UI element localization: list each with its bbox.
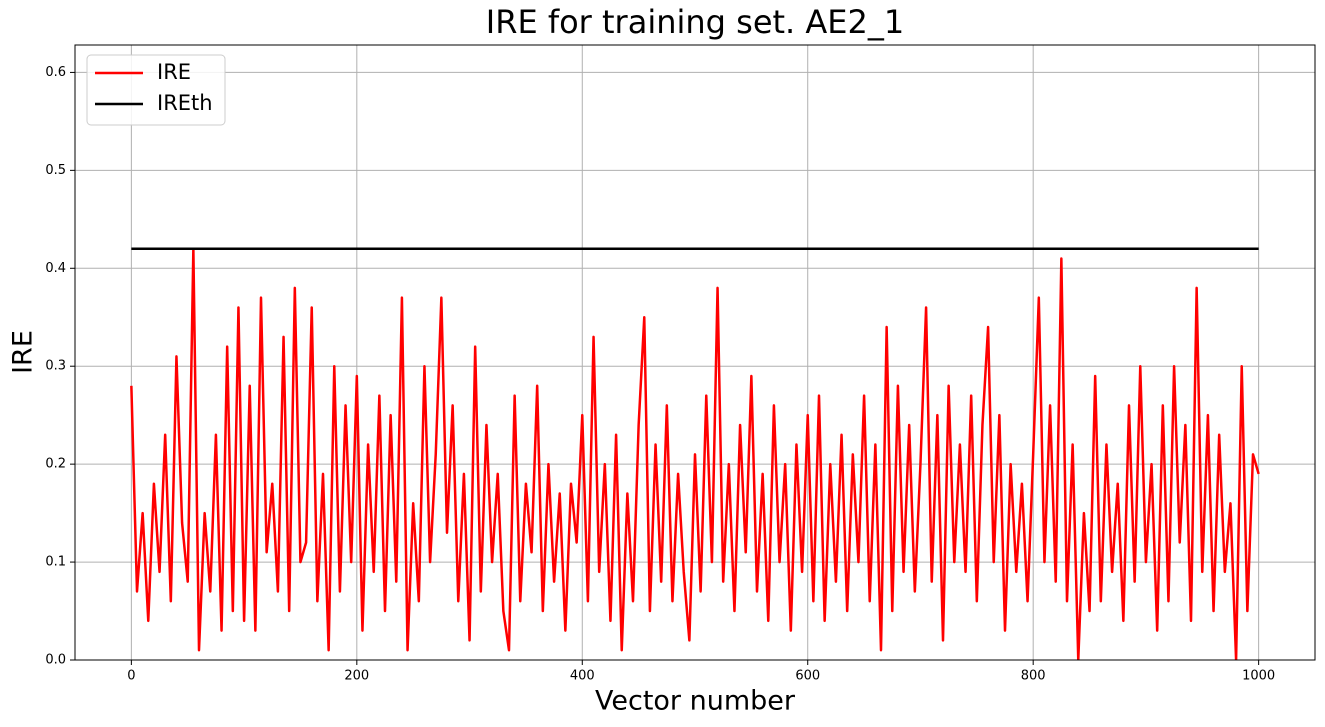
chart-title: IRE for training set. AE2_1 (486, 3, 904, 41)
x-tick-label: 1000 (1242, 669, 1275, 684)
plot-frame (74, 44, 1316, 661)
x-tick-label: 800 (1021, 669, 1046, 684)
y-tick-label: 0.4 (45, 261, 66, 276)
x-axis-label: Vector number (595, 686, 796, 717)
y-tick-label: 0.6 (45, 65, 66, 80)
x-tick-label: 400 (570, 669, 595, 684)
x-tick-label: 600 (795, 669, 820, 684)
y-tick-label: 0.1 (45, 555, 66, 570)
y-tick-label: 0.0 (45, 653, 66, 668)
legend-label: IRE (157, 60, 191, 84)
x-tick-label: 200 (344, 669, 369, 684)
y-tick-label: 0.5 (45, 163, 66, 178)
legend: IRE IREth (86, 54, 226, 126)
y-tick-label: 0.2 (45, 457, 66, 472)
ticks: 0 200 400 600 800 1000 0.0 0.1 0.2 0.3 0.4 0.5 0.6 (45, 65, 1275, 684)
plot-lines (130, 247, 1260, 660)
y-axis-label: IRE (8, 330, 39, 374)
x-tick-label: 0 (127, 669, 135, 684)
series-line (130, 247, 1260, 660)
legend-label: IREth (157, 91, 213, 115)
y-tick-label: 0.3 (45, 359, 66, 374)
